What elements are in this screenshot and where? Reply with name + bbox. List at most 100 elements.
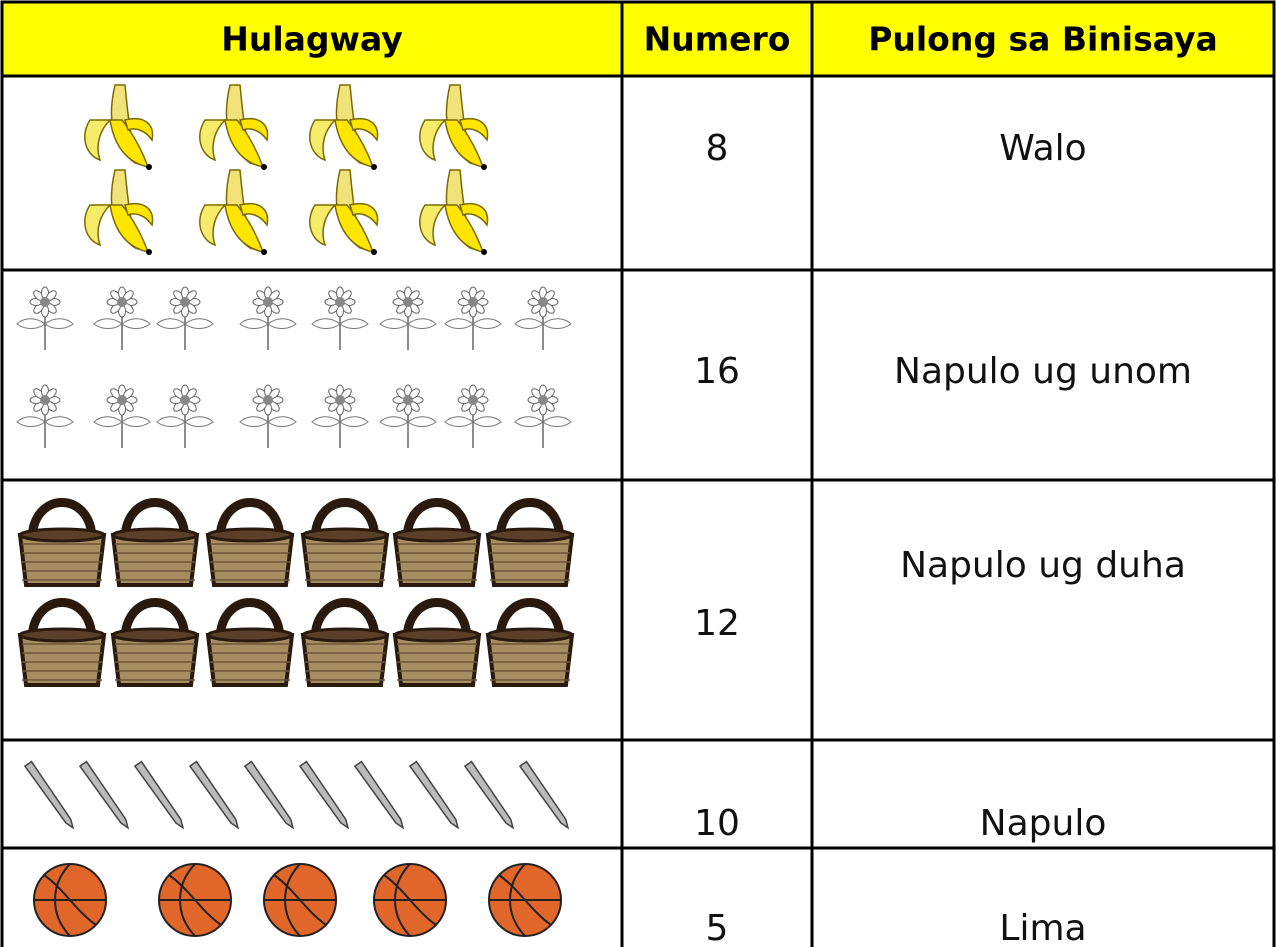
leaf xyxy=(339,318,369,329)
peel xyxy=(124,203,154,227)
basket-icon xyxy=(205,498,295,587)
peel xyxy=(459,118,489,142)
flower-center xyxy=(263,395,273,405)
pen-icon xyxy=(518,760,570,830)
pen-icon xyxy=(243,760,295,830)
ball-icon xyxy=(33,863,107,937)
leaf xyxy=(379,318,409,329)
pen-icon xyxy=(78,760,130,830)
leaf xyxy=(44,416,74,427)
seam xyxy=(34,863,106,937)
basket-body xyxy=(485,633,575,687)
leaf xyxy=(379,416,409,427)
basket-body xyxy=(110,633,200,687)
peel xyxy=(309,204,337,247)
tip xyxy=(481,164,487,170)
leaf xyxy=(311,416,341,427)
leaf xyxy=(472,416,502,427)
leaf xyxy=(542,416,572,427)
flower-center xyxy=(117,297,127,307)
ball-icon xyxy=(263,863,337,937)
number-cell: 5 xyxy=(706,908,729,947)
flower-center xyxy=(403,395,413,405)
rim xyxy=(111,527,199,543)
flower-center xyxy=(468,297,478,307)
header-cell: Numero xyxy=(644,20,791,59)
pen-body xyxy=(408,760,460,830)
flower-icon xyxy=(93,384,151,448)
tip xyxy=(146,249,152,255)
word-cell: Napulo ug duha xyxy=(900,545,1186,586)
rim xyxy=(301,527,389,543)
picture-group xyxy=(33,863,562,937)
basket-icon xyxy=(485,598,575,687)
word-cell: Napulo xyxy=(980,803,1107,844)
pen-icon xyxy=(23,760,75,830)
picture-group xyxy=(17,498,575,687)
leaf xyxy=(184,416,214,427)
tip xyxy=(261,164,267,170)
tip xyxy=(371,164,377,170)
flower-icon xyxy=(156,384,214,448)
flower-icon xyxy=(156,286,214,350)
leaf xyxy=(93,318,123,329)
leaf xyxy=(407,318,437,329)
leaf xyxy=(156,416,186,427)
flower-icon xyxy=(379,384,437,448)
pen-body xyxy=(243,760,295,830)
picture-group xyxy=(23,760,570,830)
rim xyxy=(206,627,294,643)
pen-icon xyxy=(408,760,460,830)
flower-center xyxy=(180,297,190,307)
leaf xyxy=(444,318,474,329)
banana-icon xyxy=(199,169,269,255)
pen-icon xyxy=(463,760,515,830)
basket-icon xyxy=(110,598,200,687)
handle xyxy=(27,598,97,641)
banana-icon xyxy=(84,84,154,170)
basket-body xyxy=(205,533,295,587)
basket-body xyxy=(300,533,390,587)
peel xyxy=(199,204,227,247)
basket-icon xyxy=(300,598,390,687)
handle xyxy=(27,498,97,541)
flower-center xyxy=(468,395,478,405)
peel xyxy=(239,118,269,142)
leaf xyxy=(156,318,186,329)
number-cell: 12 xyxy=(694,603,740,644)
tip xyxy=(261,249,267,255)
peel xyxy=(124,118,154,142)
leaf xyxy=(184,318,214,329)
leaf xyxy=(267,318,297,329)
peel xyxy=(459,203,489,227)
tip xyxy=(146,164,152,170)
pen-body xyxy=(133,760,185,830)
leaf xyxy=(121,416,151,427)
leaf xyxy=(514,416,544,427)
peel xyxy=(199,119,227,162)
flower-center xyxy=(180,395,190,405)
flower-icon xyxy=(514,384,572,448)
leaf xyxy=(239,318,269,329)
peel xyxy=(349,118,379,142)
header-background xyxy=(2,2,1274,76)
ball-icon xyxy=(158,863,232,937)
handle xyxy=(120,598,190,641)
leaf xyxy=(542,318,572,329)
flower-icon xyxy=(379,286,437,350)
pen-icon xyxy=(188,760,240,830)
number-cell: 8 xyxy=(706,128,729,169)
handle xyxy=(495,598,565,641)
number-cell: 16 xyxy=(694,351,740,392)
basket-icon xyxy=(110,498,200,587)
header-cell: Hulagway xyxy=(221,20,403,59)
flower-center xyxy=(40,395,50,405)
basket-icon xyxy=(300,498,390,587)
basket-icon xyxy=(485,498,575,587)
handle xyxy=(215,498,285,541)
basket-body xyxy=(17,633,107,687)
flower-center xyxy=(117,395,127,405)
handle xyxy=(120,498,190,541)
